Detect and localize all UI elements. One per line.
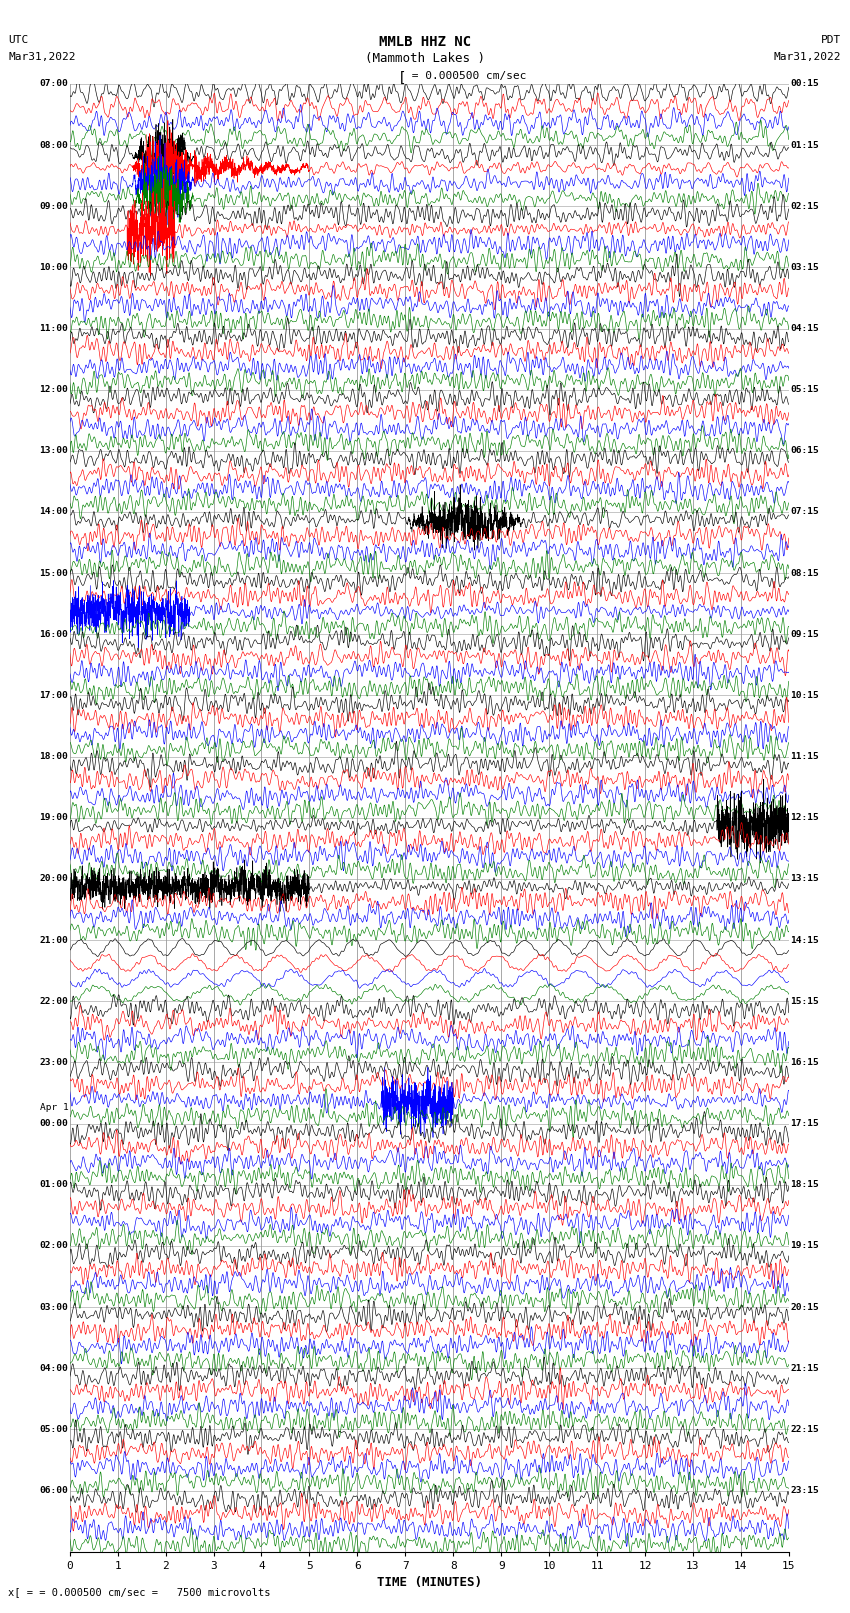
Text: 17:00: 17:00	[39, 690, 68, 700]
Text: 02:15: 02:15	[790, 202, 819, 211]
Text: 20:15: 20:15	[790, 1303, 819, 1311]
Text: 09:00: 09:00	[39, 202, 68, 211]
Text: x[ = = 0.000500 cm/sec =   7500 microvolts: x[ = = 0.000500 cm/sec = 7500 microvolts	[8, 1587, 271, 1597]
Text: 16:15: 16:15	[790, 1058, 819, 1066]
Text: 20:00: 20:00	[39, 874, 68, 884]
Text: Mar31,2022: Mar31,2022	[774, 52, 842, 61]
Text: 11:15: 11:15	[790, 752, 819, 761]
Text: 12:15: 12:15	[790, 813, 819, 823]
Text: 06:00: 06:00	[39, 1486, 68, 1495]
Text: 22:15: 22:15	[790, 1424, 819, 1434]
Text: 06:15: 06:15	[790, 447, 819, 455]
Text: 16:00: 16:00	[39, 629, 68, 639]
Text: 15:15: 15:15	[790, 997, 819, 1007]
Text: 21:00: 21:00	[39, 936, 68, 945]
Text: 05:00: 05:00	[39, 1424, 68, 1434]
Text: 19:15: 19:15	[790, 1242, 819, 1250]
Text: 18:00: 18:00	[39, 752, 68, 761]
Text: 11:00: 11:00	[39, 324, 68, 332]
Text: 23:15: 23:15	[790, 1486, 819, 1495]
Text: 01:15: 01:15	[790, 140, 819, 150]
Text: 14:00: 14:00	[39, 508, 68, 516]
Text: (Mammoth Lakes ): (Mammoth Lakes )	[365, 52, 485, 65]
Text: 10:00: 10:00	[39, 263, 68, 273]
Text: 03:15: 03:15	[790, 263, 819, 273]
Text: 03:00: 03:00	[39, 1303, 68, 1311]
Text: 01:00: 01:00	[39, 1181, 68, 1189]
Text: 23:00: 23:00	[39, 1058, 68, 1066]
Text: 08:15: 08:15	[790, 569, 819, 577]
Text: 13:15: 13:15	[790, 874, 819, 884]
Text: 04:00: 04:00	[39, 1363, 68, 1373]
Text: 13:00: 13:00	[39, 447, 68, 455]
Text: PDT: PDT	[821, 35, 842, 45]
Text: [: [	[398, 71, 406, 85]
Text: 07:00: 07:00	[39, 79, 68, 89]
Text: Apr 1: Apr 1	[39, 1103, 68, 1111]
Text: 18:15: 18:15	[790, 1181, 819, 1189]
Text: 02:00: 02:00	[39, 1242, 68, 1250]
Text: UTC: UTC	[8, 35, 29, 45]
Text: 15:00: 15:00	[39, 569, 68, 577]
Text: 04:15: 04:15	[790, 324, 819, 332]
Text: 10:15: 10:15	[790, 690, 819, 700]
Text: 19:00: 19:00	[39, 813, 68, 823]
Text: 05:15: 05:15	[790, 386, 819, 394]
Text: MMLB HHZ NC: MMLB HHZ NC	[379, 35, 471, 50]
Text: 21:15: 21:15	[790, 1363, 819, 1373]
Text: 22:00: 22:00	[39, 997, 68, 1007]
Text: Mar31,2022: Mar31,2022	[8, 52, 76, 61]
X-axis label: TIME (MINUTES): TIME (MINUTES)	[377, 1576, 482, 1589]
Text: 17:15: 17:15	[790, 1119, 819, 1127]
Text: 14:15: 14:15	[790, 936, 819, 945]
Text: 09:15: 09:15	[790, 629, 819, 639]
Text: 00:00: 00:00	[39, 1119, 68, 1127]
Text: 12:00: 12:00	[39, 386, 68, 394]
Text: 08:00: 08:00	[39, 140, 68, 150]
Text: 07:15: 07:15	[790, 508, 819, 516]
Text: = 0.000500 cm/sec: = 0.000500 cm/sec	[405, 71, 526, 81]
Text: 00:15: 00:15	[790, 79, 819, 89]
